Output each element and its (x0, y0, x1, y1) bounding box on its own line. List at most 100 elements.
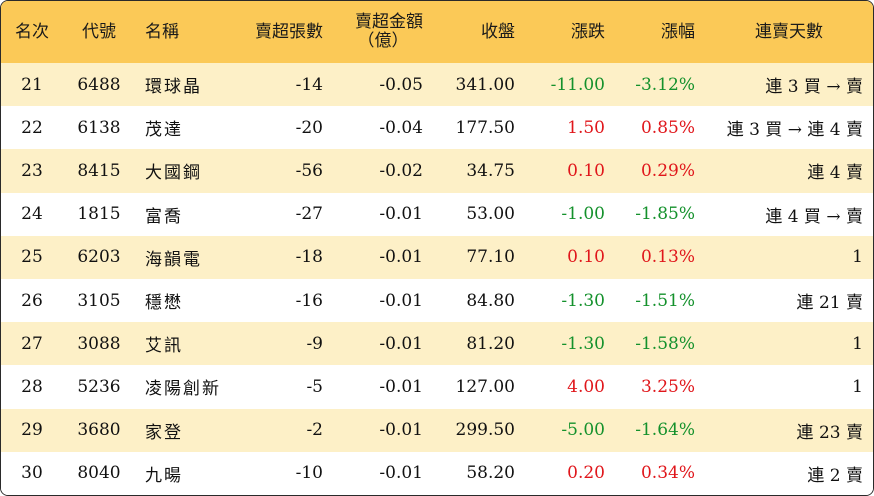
cell-name: 家登 (145, 422, 183, 443)
cell-streak: 1 (852, 376, 863, 397)
cell-rank: 27 (21, 333, 43, 354)
cell-name: 海韻電 (145, 249, 202, 270)
cell-code: 6488 (77, 74, 121, 95)
cell-close: 177.50 (455, 117, 515, 138)
cell-name: 凌陽創新 (145, 379, 221, 400)
cell-streak: 連 3 買 → 連 4 賣 (726, 120, 863, 141)
cell-change-pct: 0.85% (640, 117, 695, 138)
cell-change-pct: -3.12% (635, 74, 695, 95)
cell-name: 穩懋 (145, 293, 183, 314)
cell-code: 8040 (77, 463, 121, 484)
table-row: 29 3680 家登 -2 -0.01 299.50 -5.00 -1.64% 連 23 賣 (1, 408, 873, 452)
header-close: 收盤 (481, 21, 515, 42)
header-row: 名次 代號 名稱 賣超張數 賣超金額 （億） 收盤 漲跌 漲幅 連賣天數 (1, 1, 873, 63)
table-row: 23 8415 大國鋼 -56 -0.02 34.75 0.10 0.29% 連 4 賣 (1, 149, 873, 193)
header-change: 漲跌 (571, 21, 605, 42)
table-row: 22 6138 茂達 -20 -0.04 177.50 1.50 0.85% 連 3 買 → 連… (1, 106, 873, 150)
cell-rank: 22 (21, 117, 43, 138)
cell-code: 6203 (77, 247, 121, 268)
header-net-sell-amount: 賣超金額 （億） (333, 1, 433, 63)
cell-change-pct: 0.29% (640, 160, 695, 181)
cell-change: -5.00 (561, 420, 605, 441)
cell-streak: 連 3 買 → 賣 (765, 77, 863, 98)
cell-net-sell-amount: -0.01 (379, 463, 423, 484)
table-row: 26 3105 穩懋 -16 -0.01 84.80 -1.30 -1.51% 連 21 賣 (1, 278, 873, 323)
cell-change-pct: -1.85% (635, 204, 695, 225)
cell-change: 0.10 (567, 247, 605, 268)
table-row: 24 1815 富喬 -27 -0.01 53.00 -1.00 -1.85% 連 4 買 → … (1, 192, 873, 236)
cell-streak: 連 4 買 → 賣 (765, 206, 863, 227)
cell-streak: 連 2 賣 (807, 465, 863, 486)
header-name: 名稱 (145, 21, 179, 42)
cell-code: 8415 (77, 160, 121, 181)
cell-code: 3680 (77, 420, 121, 441)
cell-rank: 29 (21, 420, 43, 441)
cell-net-sell-amount: -0.01 (379, 204, 423, 225)
cell-change: -1.30 (561, 290, 605, 311)
cell-net-sell-amount: -0.05 (379, 74, 423, 95)
cell-change: -11.00 (550, 74, 605, 95)
cell-name: 大國鋼 (145, 163, 202, 184)
cell-code: 3088 (77, 333, 121, 354)
cell-rank: 25 (21, 247, 43, 268)
cell-net-sell-lots: -5 (306, 376, 323, 397)
cell-change-pct: 0.34% (640, 463, 695, 484)
cell-streak: 1 (852, 333, 863, 354)
table-row: 30 8040 九暘 -10 -0.01 58.20 0.20 0.34% 連 2 賣 (1, 451, 873, 495)
cell-code: 5236 (77, 376, 121, 397)
cell-close: 58.20 (466, 463, 515, 484)
table-row: 21 6488 環球晶 -14 -0.05 341.00 -11.00 -3.12% 連 3 買… (1, 63, 873, 107)
table-row: 28 5236 凌陽創新 -5 -0.01 127.00 4.00 3.25% 1 (1, 365, 873, 409)
cell-name: 九暘 (145, 465, 183, 486)
table-row: 27 3088 艾訊 -9 -0.01 81.20 -1.30 -1.58% 1 (1, 322, 873, 366)
cell-net-sell-amount: -0.01 (379, 290, 423, 311)
cell-change-pct: -1.51% (635, 290, 695, 311)
header-rank: 名次 (15, 21, 49, 42)
cell-close: 127.00 (455, 376, 515, 397)
table-row: 25 6203 海韻電 -18 -0.01 77.10 0.10 0.13% 1 (1, 235, 873, 279)
header-code: 代號 (82, 21, 116, 42)
cell-net-sell-lots: -14 (295, 74, 323, 95)
cell-net-sell-amount: -0.01 (379, 333, 423, 354)
cell-close: 341.00 (455, 74, 515, 95)
table-body: 21 6488 環球晶 -14 -0.05 341.00 -11.00 -3.12% 連 3 買… (1, 63, 873, 495)
cell-change: 0.10 (567, 160, 605, 181)
cell-change: 0.20 (567, 463, 605, 484)
cell-change: 1.50 (567, 117, 605, 138)
cell-code: 6138 (77, 117, 121, 138)
cell-streak: 連 21 賣 (796, 293, 863, 314)
header-net-sell-lots: 賣超張數 (255, 21, 323, 42)
cell-net-sell-lots: -20 (295, 117, 323, 138)
cell-name: 富喬 (145, 206, 183, 227)
table-header: 名次 代號 名稱 賣超張數 賣超金額 （億） 收盤 漲跌 漲幅 連賣天數 (1, 1, 873, 63)
cell-rank: 21 (21, 74, 43, 95)
cell-net-sell-lots: -56 (295, 160, 323, 181)
cell-close: 299.50 (455, 420, 515, 441)
cell-change-pct: -1.58% (635, 333, 695, 354)
cell-net-sell-amount: -0.01 (379, 247, 423, 268)
cell-rank: 23 (21, 160, 43, 181)
cell-streak: 連 4 賣 (807, 163, 863, 184)
cell-change-pct: 3.25% (640, 376, 695, 397)
cell-streak: 1 (852, 247, 863, 268)
cell-net-sell-lots: -18 (295, 247, 323, 268)
cell-net-sell-lots: -9 (306, 333, 323, 354)
cell-streak: 連 23 賣 (796, 422, 863, 443)
cell-code: 3105 (77, 290, 121, 311)
cell-net-sell-lots: -2 (306, 420, 323, 441)
cell-rank: 24 (21, 204, 43, 225)
cell-net-sell-lots: -10 (295, 463, 323, 484)
cell-close: 53.00 (466, 204, 515, 225)
cell-close: 81.20 (466, 333, 515, 354)
cell-close: 84.80 (466, 290, 515, 311)
cell-net-sell-amount: -0.04 (379, 117, 423, 138)
cell-close: 77.10 (466, 247, 515, 268)
cell-net-sell-amount: -0.02 (379, 160, 423, 181)
cell-name: 環球晶 (145, 77, 202, 98)
cell-change: -1.00 (561, 204, 605, 225)
cell-net-sell-lots: -16 (295, 290, 323, 311)
cell-change-pct: -1.64% (635, 420, 695, 441)
cell-rank: 28 (21, 376, 43, 397)
